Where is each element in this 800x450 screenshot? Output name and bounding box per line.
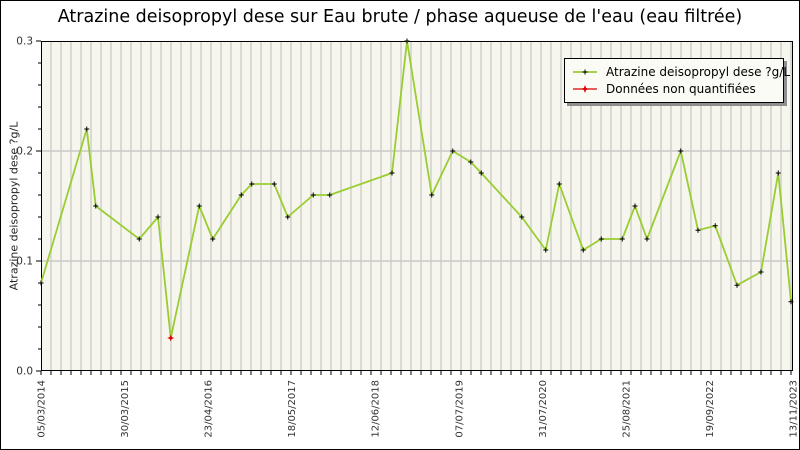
data-point-marker: [136, 236, 142, 242]
data-point-marker: [404, 38, 410, 44]
data-point-marker: [210, 236, 216, 242]
data-point-marker: [285, 214, 291, 220]
data-point-marker: [271, 181, 277, 187]
data-point-marker: [775, 170, 781, 176]
x-tick-label: 13/11/2023: [789, 380, 800, 438]
data-point-marker: [450, 148, 456, 154]
data-point-marker: [327, 192, 333, 198]
data-point-marker: [788, 299, 794, 305]
x-tick-label: 18/05/2017: [287, 380, 298, 438]
legend-item-non-quantified: Données non quantifiées: [571, 80, 777, 97]
y-tick-label: 0.0: [16, 366, 33, 378]
x-tick-label: 23/04/2016: [204, 380, 215, 438]
data-point-marker: [196, 203, 202, 209]
data-point-marker: [478, 170, 484, 176]
data-point-marker: [429, 192, 435, 198]
data-point-marker: [389, 170, 395, 176]
data-point-marker: [734, 282, 740, 288]
x-tick-label: 30/03/2015: [120, 380, 131, 438]
x-tick-label: 31/07/2020: [538, 380, 549, 438]
data-point-marker: [93, 203, 99, 209]
data-point-marker: [519, 214, 525, 220]
data-point-marker: [238, 192, 244, 198]
data-point-marker: [580, 247, 586, 253]
data-point-marker: [712, 223, 718, 229]
data-point-marker: [695, 227, 701, 233]
chart-title: Atrazine deisopropyl dese sur Eau brute …: [57, 7, 743, 27]
data-point-marker: [310, 192, 316, 198]
y-tick-label: 0.1: [16, 256, 33, 268]
data-point-marker: [155, 214, 161, 220]
legend-series-label: Atrazine deisopropyl dese ?g/L: [606, 64, 791, 79]
x-tick-label: 12/06/2018: [371, 380, 382, 438]
y-axis-title: Atrazine deisopropyl dese ?g/L: [7, 121, 21, 291]
data-point-marker: [38, 280, 44, 286]
data-point-marker: [644, 236, 650, 242]
data-point-marker: [619, 236, 625, 242]
non-quantified-marker: [167, 334, 175, 342]
y-tick-label: 0.3: [16, 36, 33, 48]
x-tick-label: 05/03/2014: [37, 380, 48, 438]
data-point-marker: [543, 247, 549, 253]
data-point-marker: [678, 148, 684, 154]
legend-non-quantified-marker-icon: [573, 84, 597, 93]
data-point-marker: [632, 203, 638, 209]
x-tick-label: 19/09/2022: [705, 380, 716, 438]
legend-item-series: Atrazine deisopropyl dese ?g/L: [571, 63, 790, 80]
legend-box: Atrazine deisopropyl dese ?g/L Données n…: [564, 58, 790, 103]
legend-series-marker-icon: [573, 69, 597, 74]
y-tick-label: 0.2: [16, 146, 33, 158]
data-point-marker: [556, 181, 562, 187]
data-point-marker: [249, 181, 255, 187]
data-point-marker: [758, 269, 764, 275]
x-tick-label: 07/07/2019: [454, 380, 465, 438]
data-point-marker: [598, 236, 604, 242]
data-point-marker: [468, 159, 474, 165]
x-tick-label: 25/08/2021: [621, 380, 632, 438]
data-point-marker: [84, 126, 90, 132]
plot-frame: [41, 41, 793, 371]
legend-non-quantified-label: Données non quantifiées: [606, 81, 756, 96]
